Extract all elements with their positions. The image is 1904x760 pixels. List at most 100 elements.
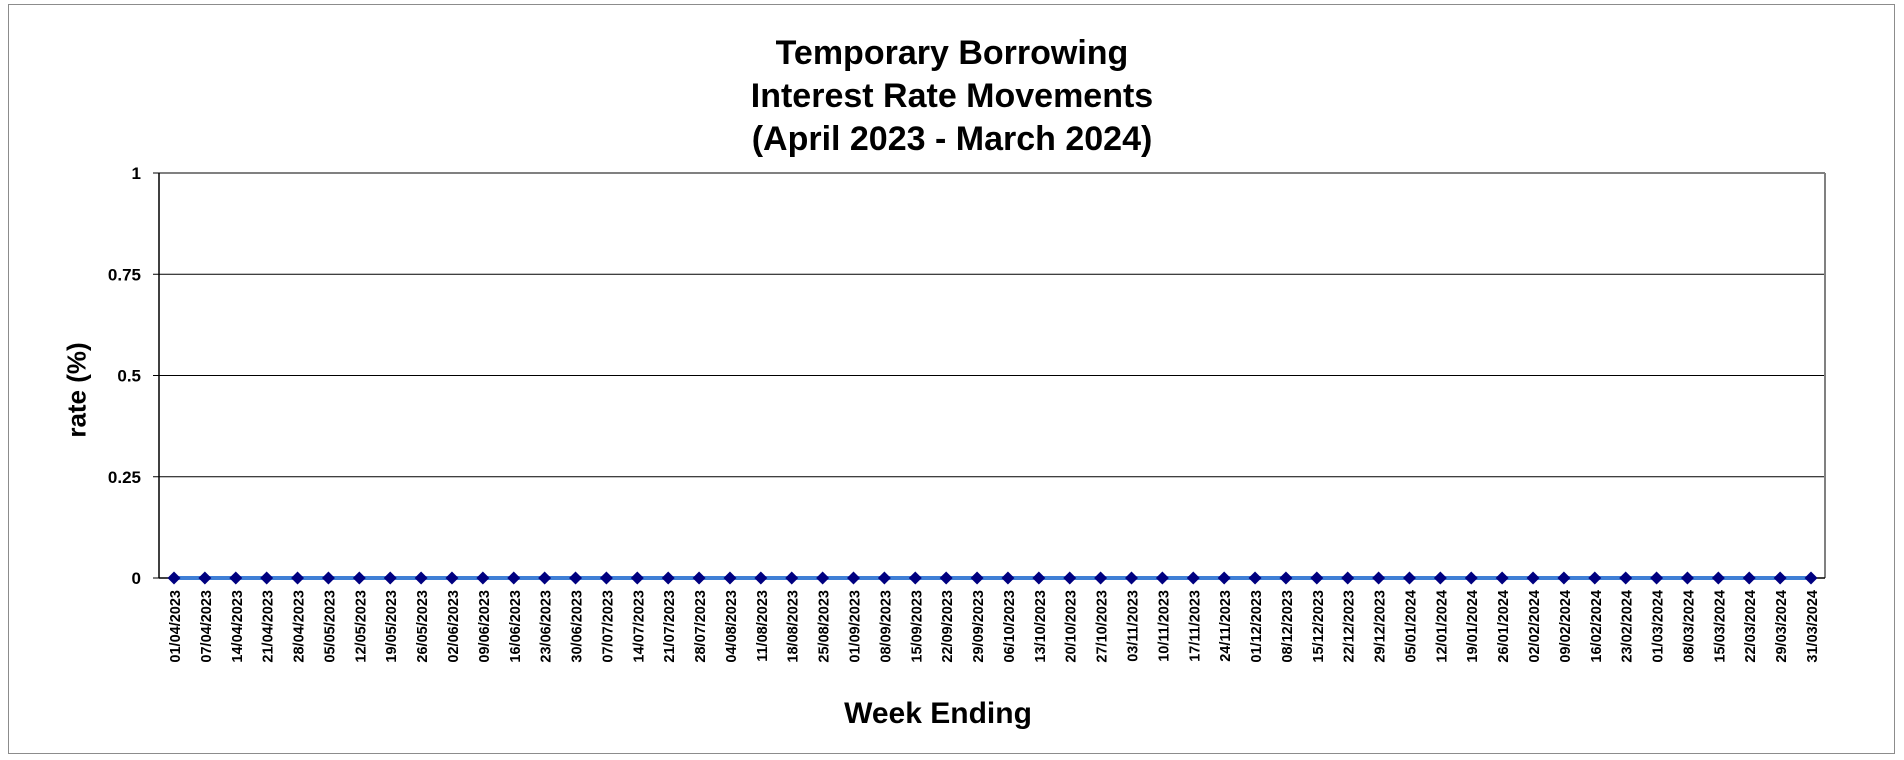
data-point <box>476 571 490 585</box>
x-tick-label: 29/09/2023 <box>971 590 987 663</box>
data-point <box>785 571 799 585</box>
x-tick-label: 01/03/2024 <box>1651 590 1667 663</box>
x-tick-label: 25/08/2023 <box>817 590 833 663</box>
data-point <box>1063 571 1077 585</box>
x-tick-label: 13/10/2023 <box>1033 590 1049 663</box>
data-point <box>352 571 366 585</box>
x-tick-label: 18/08/2023 <box>786 590 802 663</box>
y-tick-label: 0.75 <box>108 265 141 284</box>
x-tick-label: 16/06/2023 <box>508 590 524 663</box>
data-point <box>661 571 675 585</box>
x-tick-label: 19/01/2024 <box>1465 590 1481 663</box>
data-point <box>1680 571 1694 585</box>
data-point <box>754 571 768 585</box>
data-point <box>1619 571 1633 585</box>
data-point <box>1124 571 1138 585</box>
data-point <box>1186 571 1200 585</box>
x-tick-label: 30/06/2023 <box>570 590 586 663</box>
chart-title-line-3: (April 2023 - March 2024) <box>751 120 1153 158</box>
data-point <box>1310 571 1324 585</box>
x-tick-label: 23/02/2024 <box>1620 590 1636 663</box>
data-point <box>1773 571 1787 585</box>
x-tick-label: 08/09/2023 <box>878 590 894 663</box>
data-point <box>167 571 181 585</box>
data-point <box>1402 571 1416 585</box>
x-tick-label: 22/09/2023 <box>940 590 956 663</box>
x-tick-label: 26/01/2024 <box>1496 590 1512 663</box>
data-point <box>1495 571 1509 585</box>
chart-title-line-1: Temporary Borrowing <box>775 34 1129 72</box>
x-tick-label: 04/08/2023 <box>724 590 740 663</box>
data-point <box>321 571 335 585</box>
data-point <box>1557 571 1571 585</box>
x-tick-label: 15/09/2023 <box>909 590 925 663</box>
x-axis-label: Week Ending <box>844 697 1032 730</box>
data-point <box>229 571 243 585</box>
x-tick-label: 12/01/2024 <box>1434 590 1450 663</box>
data-point <box>723 571 737 585</box>
x-tick-label: 01/12/2023 <box>1249 590 1265 663</box>
x-tick-label: 14/07/2023 <box>631 590 647 663</box>
data-point <box>1711 571 1725 585</box>
x-tick-label: 10/11/2023 <box>1156 590 1172 662</box>
x-tick-label: 16/02/2024 <box>1589 590 1605 663</box>
data-point <box>1742 571 1756 585</box>
x-tick-label: 08/12/2023 <box>1280 590 1296 663</box>
x-tick-label: 31/03/2024 <box>1805 590 1821 663</box>
x-tick-label: 07/07/2023 <box>600 590 616 663</box>
x-tick-label: 20/10/2023 <box>1064 590 1080 663</box>
data-point <box>414 571 428 585</box>
y-tick-label: 0.5 <box>117 367 141 386</box>
data-point <box>1001 571 1015 585</box>
data-point <box>1804 571 1818 585</box>
data-point <box>816 571 830 585</box>
x-tick-label: 28/07/2023 <box>693 590 709 663</box>
data-point <box>1279 571 1293 585</box>
data-point <box>1094 571 1108 585</box>
data-point <box>1464 571 1478 585</box>
data-point <box>1433 571 1447 585</box>
x-tick-label: 06/10/2023 <box>1002 590 1018 663</box>
x-tick-label: 02/06/2023 <box>446 590 462 663</box>
data-point <box>445 571 459 585</box>
y-tick-label: 0.25 <box>108 468 141 487</box>
x-tick-label: 15/12/2023 <box>1311 590 1327 663</box>
x-tick-label: 05/05/2023 <box>322 590 338 663</box>
data-point <box>1248 571 1262 585</box>
x-tick-label: 24/11/2023 <box>1218 590 1234 662</box>
chart-title-line-2: Interest Rate Movements <box>750 77 1154 115</box>
data-point <box>630 571 644 585</box>
x-tick-label: 01/09/2023 <box>848 590 864 663</box>
x-tick-label: 07/04/2023 <box>199 590 215 663</box>
data-point <box>939 571 953 585</box>
x-tick-label: 03/11/2023 <box>1125 590 1141 662</box>
data-point <box>260 571 274 585</box>
y-tick-label: 1 <box>132 164 141 183</box>
x-tick-label: 28/04/2023 <box>292 590 308 663</box>
x-tick-label: 29/12/2023 <box>1373 590 1389 663</box>
data-point <box>507 571 521 585</box>
x-tick-label: 11/08/2023 <box>755 590 771 662</box>
data-point <box>291 571 305 585</box>
data-point <box>599 571 613 585</box>
data-point <box>1032 571 1046 585</box>
x-tick-label: 19/05/2023 <box>384 590 400 663</box>
x-tick-label: 01/04/2023 <box>168 590 184 663</box>
x-tick-label: 09/06/2023 <box>477 590 493 663</box>
x-tick-label: 02/02/2024 <box>1527 590 1543 663</box>
data-point <box>1155 571 1169 585</box>
x-tick-label: 12/05/2023 <box>353 590 369 663</box>
x-tick-label: 21/04/2023 <box>261 590 277 663</box>
data-point <box>1341 571 1355 585</box>
x-tick-label: 23/06/2023 <box>539 590 555 663</box>
data-point <box>383 571 397 585</box>
data-point <box>877 571 891 585</box>
x-tick-label: 27/10/2023 <box>1095 590 1111 663</box>
x-tick-label: 26/05/2023 <box>415 590 431 663</box>
x-tick-label: 21/07/2023 <box>662 590 678 663</box>
x-tick-label: 17/11/2023 <box>1187 590 1203 662</box>
data-point <box>1588 571 1602 585</box>
y-tick-label: 0 <box>132 569 141 588</box>
data-point <box>1372 571 1386 585</box>
x-tick-label: 14/04/2023 <box>230 590 246 663</box>
